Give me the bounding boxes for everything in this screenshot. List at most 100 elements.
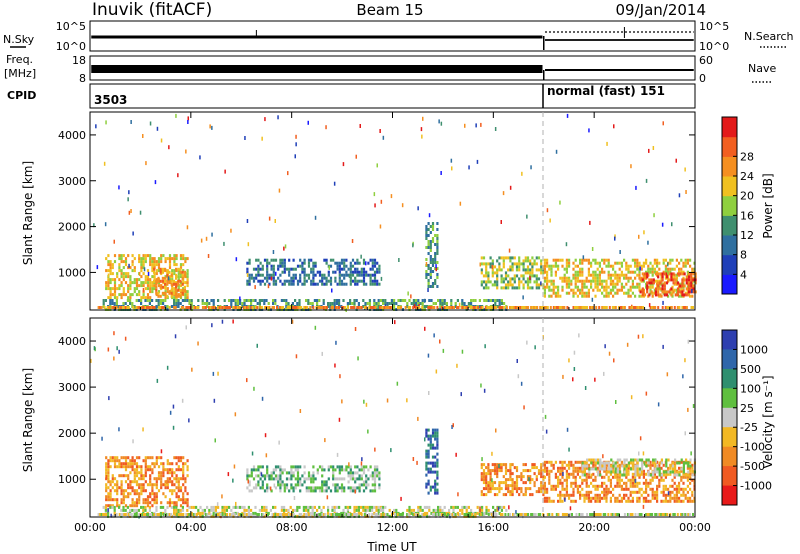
heatmap-cell: [638, 487, 641, 491]
heatmap-cell: [323, 282, 326, 286]
heatmap-cell: [168, 498, 172, 502]
heatmap-cell: [431, 237, 435, 240]
heatmap-cell: [662, 270, 665, 274]
heatmap-cell: [133, 504, 136, 508]
heatmap-cell-baseline: [127, 513, 130, 516]
heatmap-cell: [186, 498, 189, 502]
heatmap-cell: [552, 484, 555, 488]
heatmap-cell: [346, 505, 349, 509]
heatmap-cell: [177, 275, 180, 279]
heatmap-cell: [669, 258, 672, 262]
heatmap-cell: [109, 293, 112, 297]
heatmap-cell-baseline: [180, 306, 183, 309]
heatmap-cell: [111, 459, 114, 463]
heatmap-cell-baseline: [495, 306, 498, 309]
heatmap-cell: [144, 459, 147, 463]
heatmap-cell: [120, 465, 123, 469]
heatmap-cell: [542, 484, 545, 488]
heatmap-cell: [102, 505, 105, 509]
heatmap-cell: [665, 281, 669, 285]
power-ylabel: Slant Range [km]: [21, 161, 35, 265]
heatmap-cell: [579, 466, 582, 470]
heatmap-cell: [347, 486, 350, 490]
heatmap-cell: [529, 271, 532, 275]
heatmap-cell: [182, 477, 185, 481]
heatmap-cell-baseline: [398, 513, 401, 516]
heatmap-cell: [342, 514, 345, 518]
heatmap-cell: [614, 467, 617, 471]
heatmap-cell-sparse: [578, 333, 580, 338]
heatmap-cell: [526, 487, 530, 491]
heatmap-cell: [450, 299, 453, 302]
heatmap-cell: [642, 261, 645, 265]
heatmap-cell: [261, 474, 264, 478]
heatmap-cell: [465, 514, 468, 518]
heatmap-cell: [649, 261, 652, 265]
heatmap-cell: [515, 466, 519, 470]
heatmap-cell: [526, 478, 530, 482]
heatmap-cell: [652, 473, 655, 477]
nsearch-tick-bottom: 10^0: [699, 40, 729, 53]
heatmap-cell-sparse: [132, 439, 134, 444]
heatmap-cell: [124, 504, 128, 508]
heatmap-cell: [116, 480, 119, 484]
heatmap-cell: [149, 296, 152, 300]
heatmap-cell: [417, 508, 420, 512]
heatmap-cell-sparse: [635, 185, 637, 190]
heatmap-cell: [146, 456, 150, 460]
heatmap-cell: [590, 490, 593, 494]
heatmap-cell: [298, 299, 301, 302]
heatmap-cell: [443, 302, 446, 305]
heatmap-cell: [663, 284, 666, 288]
heatmap-cell-baseline: [524, 513, 527, 516]
heatmap-cell: [427, 240, 430, 243]
heatmap-cell: [537, 277, 541, 281]
heatmap-cell: [279, 474, 282, 478]
heatmap-cell-baseline: [303, 306, 306, 309]
heatmap-cell: [431, 431, 435, 435]
heatmap-cell: [616, 261, 619, 265]
heatmap-cell: [173, 260, 176, 264]
heatmap-cell: [565, 285, 568, 289]
heatmap-cell: [660, 473, 663, 477]
heatmap-cell: [340, 483, 344, 487]
heatmap-cell: [605, 484, 608, 488]
heatmap-cell: [651, 294, 654, 298]
heatmap-cell-baseline: [475, 306, 478, 309]
heatmap-cell: [535, 277, 538, 281]
heatmap-cell-sparse: [172, 404, 175, 409]
heatmap-cell: [570, 463, 573, 467]
heatmap-cell: [303, 279, 306, 283]
heatmap-cell: [131, 486, 134, 490]
heatmap-cell: [629, 493, 632, 497]
heatmap-cell: [373, 276, 377, 280]
heatmap-cell: [166, 483, 169, 487]
heatmap-cell: [113, 284, 117, 288]
heatmap-cell: [160, 480, 163, 484]
heatmap-cell-sparse: [594, 377, 596, 382]
heatmap-cell: [656, 261, 659, 265]
heatmap-cell: [572, 475, 575, 479]
heatmap-cell: [671, 464, 674, 468]
heatmap-cell: [312, 267, 315, 271]
heatmap-cell-baseline: [471, 306, 474, 309]
heatmap-cell: [583, 496, 586, 500]
heatmap-cell: [421, 299, 424, 302]
heatmap-cell: [642, 469, 645, 473]
heatmap-cell: [109, 290, 112, 294]
heatmap-cell-sparse: [167, 276, 170, 281]
heatmap-cell: [607, 264, 610, 268]
heatmap-cell: [429, 273, 432, 276]
heatmap-cell-sparse: [678, 193, 681, 198]
heatmap-cell: [171, 278, 174, 282]
heatmap-cell: [111, 299, 114, 302]
heatmap-cell-baseline: [313, 513, 316, 516]
heatmap-cell-baseline: [646, 513, 649, 516]
heatmap-cell-baseline: [256, 513, 259, 516]
heatmap-cell: [254, 299, 257, 302]
heatmap-cell-sparse: [526, 214, 528, 219]
heatmap-cell-baseline: [422, 513, 425, 516]
heatmap-cell-baseline: [124, 306, 127, 309]
heatmap-cell: [257, 468, 260, 472]
heatmap-cell: [590, 285, 593, 289]
